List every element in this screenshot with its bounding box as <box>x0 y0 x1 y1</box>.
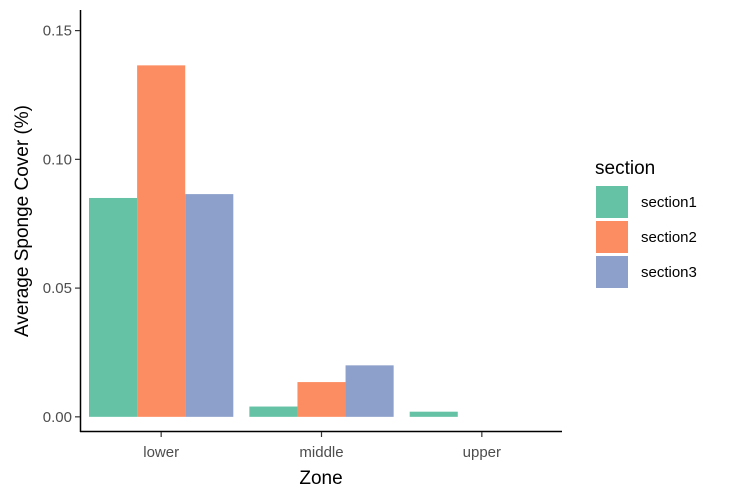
bar-section2-lower <box>137 65 186 417</box>
x-axis-ticks: lower middle upper <box>143 432 501 461</box>
bar-section3-lower <box>185 194 234 417</box>
legend-key-section3 <box>596 256 628 288</box>
y-tick-label: 0.05 <box>43 280 72 297</box>
x-tick-label-upper: upper <box>463 444 501 461</box>
y-tick-label: 0.10 <box>43 151 72 168</box>
x-axis-title: Zone <box>299 468 342 489</box>
y-tick-label: 0.00 <box>43 409 72 426</box>
bar-section2-middle <box>297 382 346 417</box>
bars-group <box>89 65 458 417</box>
legend-label-section3: section3 <box>641 264 697 281</box>
bar-section1-upper <box>409 411 458 417</box>
legend-title: section <box>595 158 655 179</box>
x-tick-label-lower: lower <box>143 444 179 461</box>
y-tick-label: 0.15 <box>43 23 72 40</box>
bar-section1-middle <box>249 406 298 417</box>
legend-key-section2 <box>596 221 628 253</box>
legend: section section1 section2 section3 <box>595 158 697 288</box>
bar-section3-middle <box>345 365 394 417</box>
y-axis-ticks: 0.00 0.05 0.10 0.15 <box>43 23 80 426</box>
x-tick-label-middle: middle <box>299 444 343 461</box>
y-axis-title: Average Sponge Cover (%) <box>12 105 33 337</box>
legend-key-section1 <box>596 186 628 218</box>
legend-label-section2: section2 <box>641 229 697 246</box>
legend-label-section1: section1 <box>641 194 697 211</box>
bar-section1-lower <box>89 197 138 417</box>
